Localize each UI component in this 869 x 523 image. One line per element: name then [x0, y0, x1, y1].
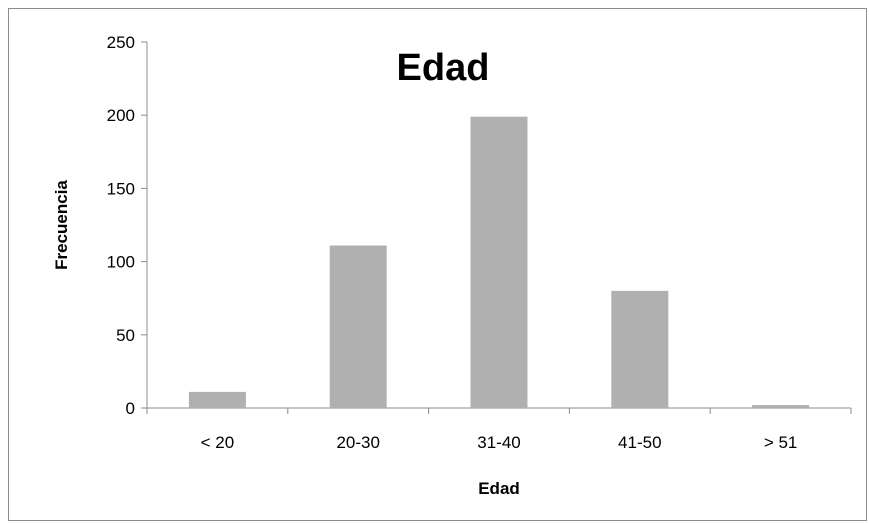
chart-frame — [8, 8, 867, 521]
bar — [329, 245, 387, 408]
x-tick-label: 41-50 — [618, 433, 661, 452]
bar — [188, 391, 246, 408]
x-tick-label: 31-40 — [477, 433, 520, 452]
y-axis-title: Frecuencia — [52, 180, 71, 270]
x-tick-label: < 20 — [201, 433, 235, 452]
y-tick-label: 50 — [116, 326, 135, 345]
y-tick-label: 0 — [126, 399, 135, 418]
chart-title: Edad — [397, 47, 490, 89]
x-tick-label: > 51 — [764, 433, 798, 452]
y-tick-label: 100 — [107, 253, 135, 272]
y-tick-label: 250 — [107, 33, 135, 52]
bar — [611, 290, 669, 408]
bar — [752, 405, 810, 408]
y-tick-label: 200 — [107, 106, 135, 125]
bar — [470, 116, 528, 408]
x-tick-label: 20-30 — [336, 433, 379, 452]
x-axis-title: Edad — [478, 479, 520, 498]
plot-area: 0 50 100 150 200 250 < 20 20-30 31-40 41-50 > 51 — [107, 33, 852, 452]
y-tick-label: 150 — [107, 179, 135, 198]
